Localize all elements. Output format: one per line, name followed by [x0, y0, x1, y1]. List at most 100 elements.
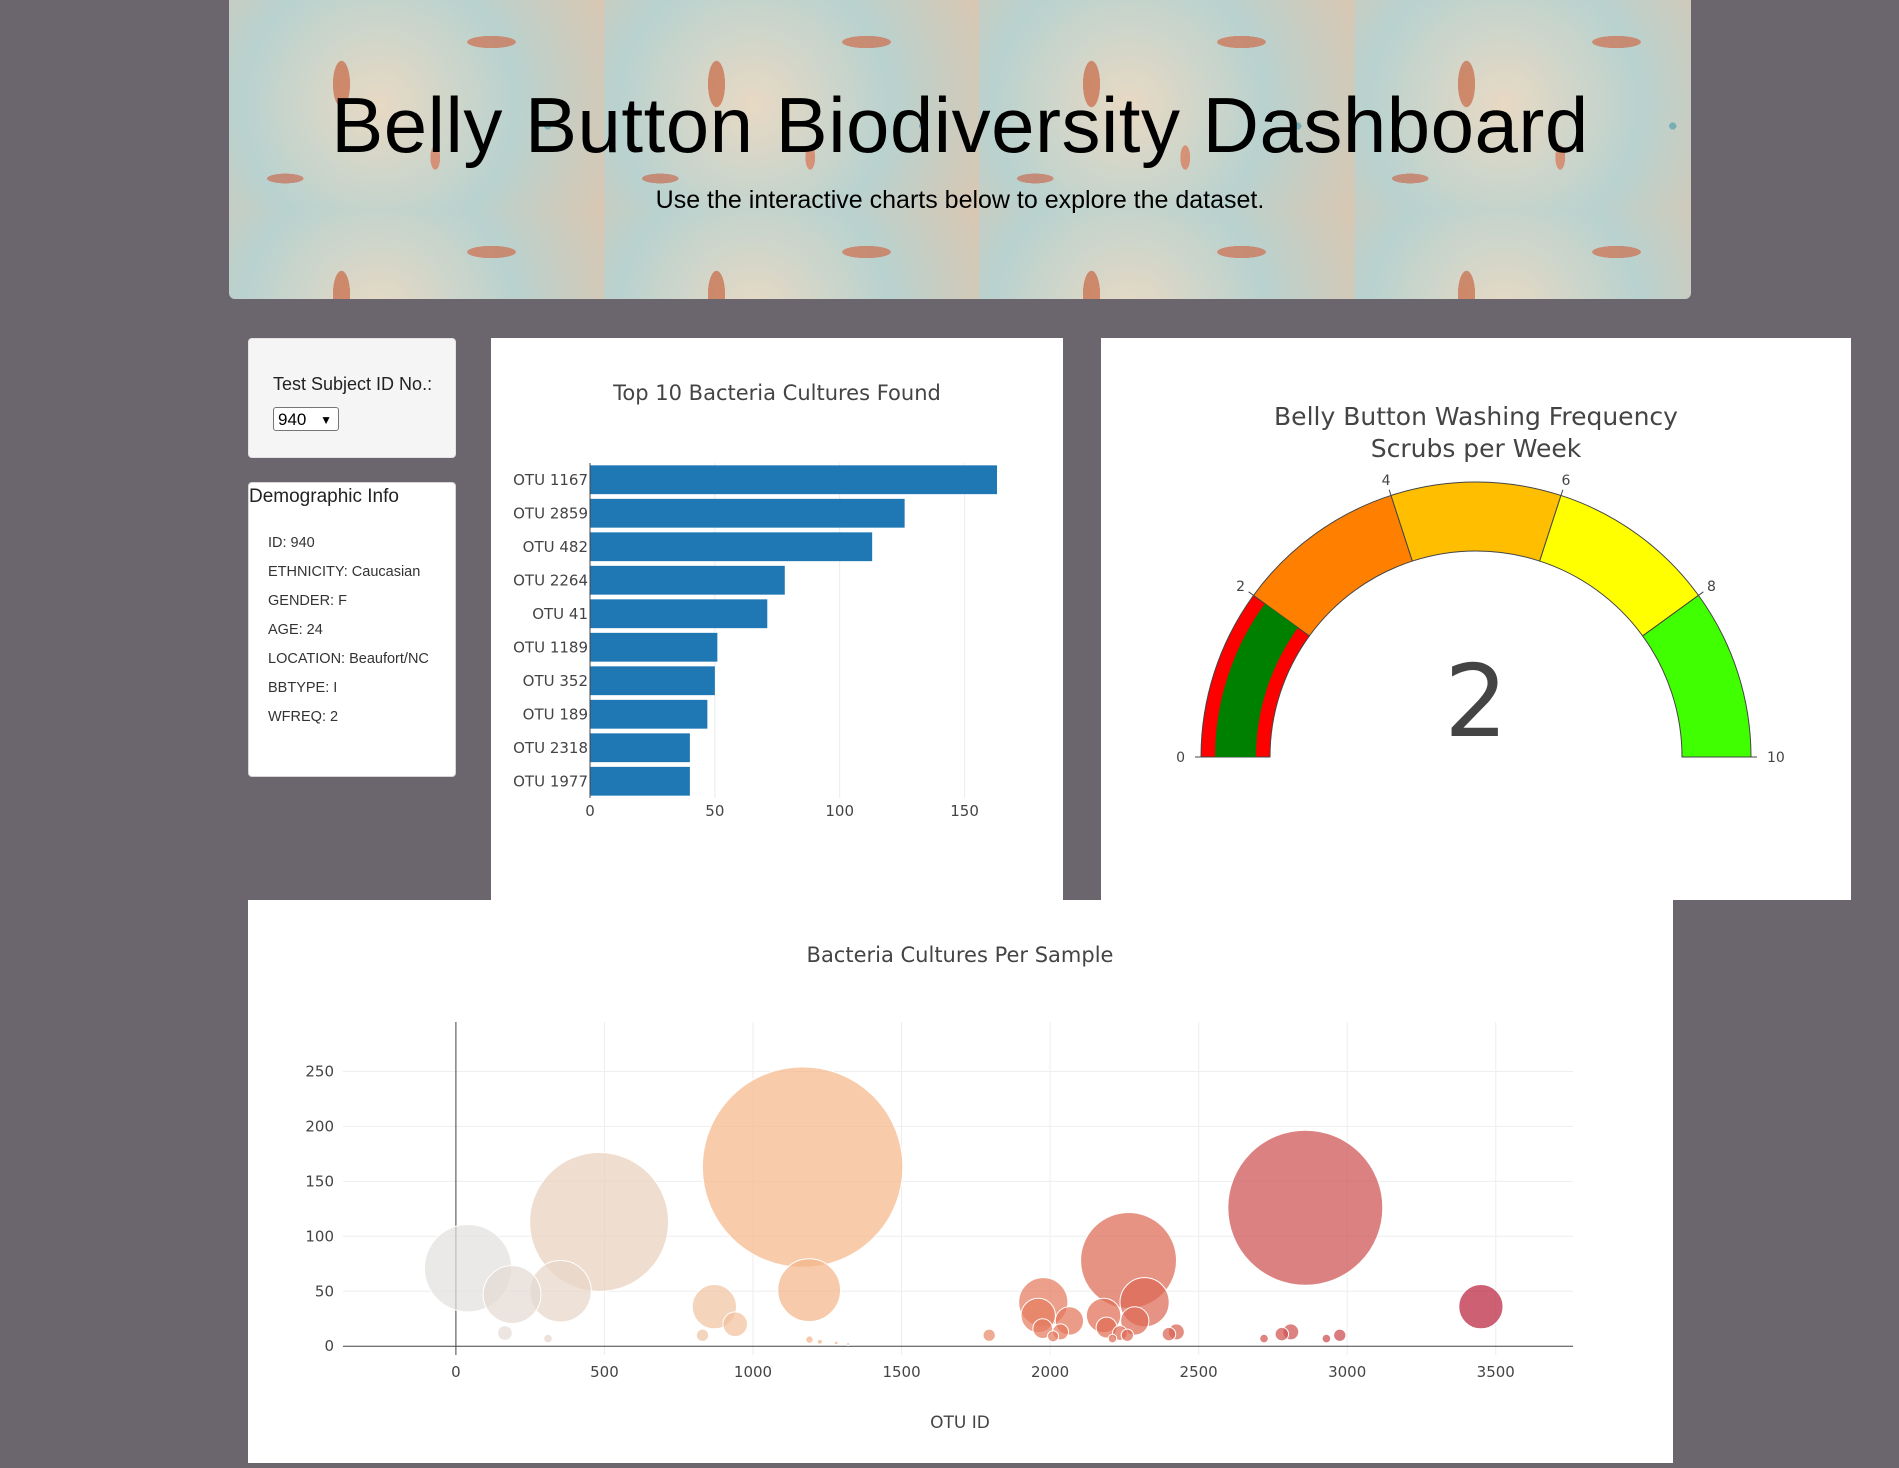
bubble-point: [1120, 1328, 1134, 1342]
bubble-point: [701, 1066, 904, 1268]
bubble-point: [1333, 1328, 1347, 1342]
bar: [590, 599, 768, 629]
bar-y-tick-label: OTU 2264: [513, 571, 588, 589]
bubble-y-tick-label: 250: [305, 1062, 334, 1080]
demo-item-ethnicity: ETHNICITY: Caucasian: [268, 564, 421, 580]
bubble-point: [543, 1333, 553, 1344]
gauge-chart-title: Belly Button Washing Frequency: [1274, 402, 1678, 431]
bar: [590, 498, 905, 528]
demographic-info-list: ID: 940 ETHNICITY: Caucasian GENDER: F A…: [268, 535, 443, 738]
bar-x-tick-label: 150: [950, 802, 979, 820]
bar: [590, 666, 715, 696]
subject-selector-label: Test Subject ID No.:: [273, 374, 433, 394]
demographic-info-panel: Demographic Info ID: 940 ETHNICITY: Cauc…: [248, 482, 456, 777]
bar-chart-title: Top 10 Bacteria Cultures Found: [612, 381, 941, 405]
bar: [590, 766, 690, 796]
bubble-point: [816, 1338, 823, 1345]
bubble-y-tick-label: 150: [305, 1172, 334, 1190]
bar: [590, 699, 708, 729]
bubble-point: [1458, 1284, 1504, 1330]
bubble-x-tick-label: 3500: [1477, 1363, 1515, 1381]
bar-x-tick-label: 0: [585, 802, 595, 820]
bar-y-tick-label: OTU 2318: [513, 739, 588, 757]
demo-item-wfreq: WFREQ: 2: [268, 709, 339, 725]
gauge-tick: [1388, 489, 1392, 496]
bubble-x-tick-label: 0: [451, 1363, 461, 1381]
bubble-point: [833, 1340, 839, 1346]
demo-item-id: ID: 940: [268, 535, 315, 551]
bubble-point: [529, 1152, 670, 1293]
bar-y-tick-label: OTU 189: [523, 705, 588, 723]
subject-selector-panel: Test Subject ID No.: 940 ▼: [248, 338, 456, 458]
bar-y-tick-label: OTU 41: [532, 605, 588, 623]
bubble-chart-xlabel: OTU ID: [930, 1413, 990, 1433]
bubble-chart-title: Bacteria Cultures Per Sample: [807, 943, 1114, 967]
bubble-point: [1227, 1129, 1384, 1286]
gauge-tick-label: 4: [1382, 473, 1391, 489]
demo-item-age: AGE: 24: [268, 622, 323, 638]
bar-x-tick-label: 50: [705, 802, 724, 820]
bubble-point: [1120, 1306, 1150, 1336]
gauge-chart-panel: Belly Button Washing Frequency Scrubs pe…: [1101, 338, 1851, 900]
bubble-point: [1161, 1326, 1177, 1342]
gauge-chart-subtitle: Scrubs per Week: [1371, 434, 1582, 463]
subject-id-select[interactable]: 940 ▼: [273, 407, 339, 431]
bubble-point: [1032, 1318, 1054, 1339]
gauge-tick-label: 8: [1707, 579, 1716, 595]
bubble-point: [1274, 1326, 1290, 1342]
bar-chart[interactable]: Top 10 Bacteria Cultures Found 0 50 100 150…: [491, 338, 1063, 900]
bar: [590, 532, 873, 562]
bubble-x-tick-label: 2000: [1031, 1363, 1069, 1381]
bubble-point: [777, 1258, 842, 1323]
bubble-x-tick-label: 3000: [1328, 1363, 1366, 1381]
gauge-tick-label: 0: [1176, 750, 1185, 766]
bubble-x-tick-label: 2500: [1180, 1363, 1218, 1381]
bubble-point: [482, 1265, 542, 1324]
bubble-chart[interactable]: Bacteria Cultures Per Sample OTU ID 0 500…: [248, 900, 1673, 1463]
bubble-point: [722, 1311, 748, 1338]
page-subtitle: Use the interactive charts below to expl…: [655, 186, 1265, 214]
bubble-point: [846, 1342, 851, 1347]
demographic-info-title: Demographic Info: [249, 486, 399, 507]
gauge-tick-label: 10: [1767, 750, 1785, 766]
gauge-value-bar: [1215, 603, 1299, 757]
bar-y-tick-label: OTU 2859: [513, 504, 588, 522]
bubble-y-tick-label: 0: [324, 1337, 334, 1355]
bubble-point: [805, 1335, 814, 1344]
bubble-y-tick-label: 100: [305, 1227, 334, 1245]
header-banner: Belly Button Biodiversity Dashboard Use …: [229, 0, 1691, 299]
demo-item-gender: GENDER: F: [268, 593, 347, 609]
bubble-point: [1047, 1330, 1060, 1343]
bubble-chart-panel: Bacteria Cultures Per Sample OTU ID 0 500…: [248, 900, 1673, 1463]
chevron-down-icon: ▼: [320, 413, 332, 427]
gauge-step-band: [1390, 481, 1562, 562]
bubble-point: [497, 1325, 513, 1341]
bar: [590, 632, 718, 662]
bubble-y-tick-label: 200: [305, 1117, 334, 1135]
gauge-tick: [1698, 591, 1704, 596]
bar-y-tick-label: OTU 482: [523, 538, 588, 556]
bar-y-tick-label: OTU 1977: [513, 772, 588, 790]
bar-chart-panel: Top 10 Bacteria Cultures Found 0 50 100 150…: [491, 338, 1063, 900]
demo-item-bbtype: BBTYPE: I: [268, 680, 338, 696]
bar: [590, 733, 690, 763]
bubble-point: [982, 1328, 996, 1342]
bar-y-tick-label: OTU 1167: [513, 471, 588, 489]
demo-item-location: LOCATION: Beaufort/NC: [268, 651, 429, 667]
gauge-chart[interactable]: Belly Button Washing Frequency Scrubs pe…: [1101, 338, 1851, 900]
gauge-tick: [1248, 591, 1254, 596]
bubble-x-tick-label: 500: [590, 1363, 619, 1381]
page-title: Belly Button Biodiversity Dashboard: [331, 81, 1589, 169]
gauge-value-number: 2: [1444, 643, 1508, 760]
bar: [590, 465, 998, 495]
bar: [590, 565, 785, 595]
gauge-tick: [1560, 489, 1564, 496]
bubble-x-tick-label: 1500: [882, 1363, 920, 1381]
bar-y-tick-label: OTU 352: [523, 672, 588, 690]
bar-y-tick-label: OTU 1189: [513, 638, 588, 656]
gauge-tick-label: 6: [1561, 473, 1570, 489]
bubble-point: [695, 1328, 710, 1342]
bubble-point: [1259, 1333, 1269, 1344]
gauge-tick-label: 2: [1236, 579, 1245, 595]
bubble-x-tick-label: 1000: [734, 1363, 772, 1381]
